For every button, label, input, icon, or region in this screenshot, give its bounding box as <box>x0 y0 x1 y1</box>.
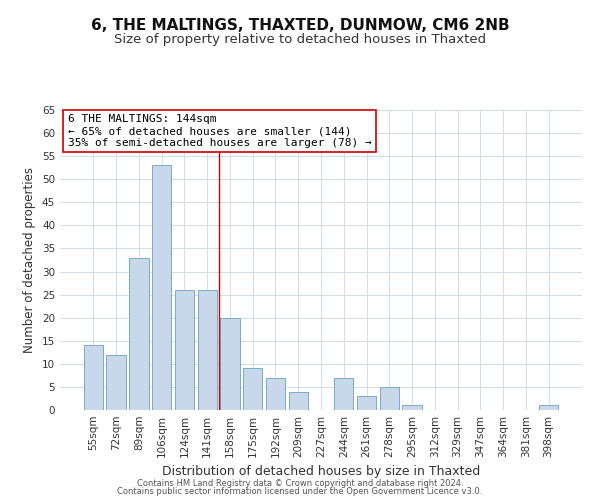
X-axis label: Distribution of detached houses by size in Thaxted: Distribution of detached houses by size … <box>162 466 480 478</box>
Bar <box>106 354 126 410</box>
Bar <box>380 387 399 410</box>
Text: Size of property relative to detached houses in Thaxted: Size of property relative to detached ho… <box>114 32 486 46</box>
Bar <box>197 290 217 410</box>
Bar <box>403 406 422 410</box>
Bar <box>152 166 172 410</box>
Bar <box>129 258 149 410</box>
Bar <box>243 368 262 410</box>
Bar <box>357 396 376 410</box>
Bar <box>220 318 239 410</box>
Text: 6 THE MALTINGS: 144sqm
← 65% of detached houses are smaller (144)
35% of semi-de: 6 THE MALTINGS: 144sqm ← 65% of detached… <box>68 114 371 148</box>
Y-axis label: Number of detached properties: Number of detached properties <box>23 167 37 353</box>
Bar <box>175 290 194 410</box>
Text: Contains public sector information licensed under the Open Government Licence v3: Contains public sector information licen… <box>118 487 482 496</box>
Bar <box>334 378 353 410</box>
Bar <box>539 406 558 410</box>
Bar <box>266 378 285 410</box>
Bar <box>84 346 103 410</box>
Text: Contains HM Land Registry data © Crown copyright and database right 2024.: Contains HM Land Registry data © Crown c… <box>137 478 463 488</box>
Text: 6, THE MALTINGS, THAXTED, DUNMOW, CM6 2NB: 6, THE MALTINGS, THAXTED, DUNMOW, CM6 2N… <box>91 18 509 32</box>
Bar <box>289 392 308 410</box>
